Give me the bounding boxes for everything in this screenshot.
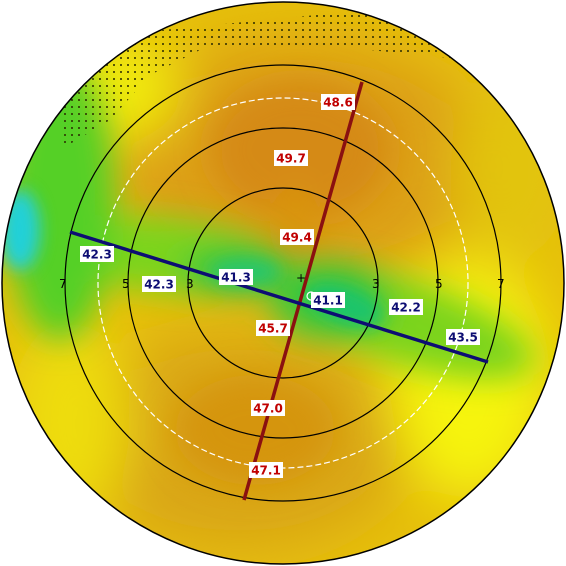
flat-meridian-line — [69, 230, 489, 364]
ring-5mm — [127, 127, 439, 439]
svg-text:47.0: 47.0 — [253, 402, 283, 416]
svg-text:41.1: 41.1 — [313, 294, 343, 308]
ring-label-7-right: 7 — [497, 277, 505, 291]
ring-label-7-left: 7 — [59, 277, 67, 291]
steep-label-mid-top: 49.7 — [274, 150, 308, 166]
flat-label-outer-left: 42.3 — [80, 246, 114, 262]
ring-7mm — [64, 64, 502, 502]
steep-label-inner-top: 49.4 — [280, 229, 314, 245]
svg-text:49.4: 49.4 — [282, 231, 312, 245]
flat-label-inner-right: 41.1 — [311, 292, 345, 308]
ring-label-3-right: 3 — [372, 277, 380, 291]
ring-3mm — [187, 187, 379, 379]
center-marker: + — [296, 271, 306, 285]
steep-label-mid-bottom: 47.0 — [251, 400, 285, 416]
svg-text:41.3: 41.3 — [221, 271, 251, 285]
ring-labels: 7 5 3 3 5 7 — [59, 277, 505, 291]
svg-text:49.7: 49.7 — [276, 152, 306, 166]
flat-label-mid-right: 42.2 — [389, 299, 423, 315]
flat-labels: 42.3 42.3 41.3 41.1 42.2 43.5 — [80, 246, 480, 345]
ring-label-5-left: 5 — [122, 277, 130, 291]
stipple-top — [60, 2, 470, 150]
svg-text:42.2: 42.2 — [391, 301, 421, 315]
ring-label-5-right: 5 — [435, 277, 443, 291]
svg-text:47.1: 47.1 — [251, 464, 281, 478]
ring-label-3-left: 3 — [186, 277, 194, 291]
steep-labels: 48.6 49.7 49.4 45.7 47.0 47.1 — [249, 94, 355, 478]
flat-label-outer-right: 43.5 — [446, 329, 480, 345]
svg-text:45.7: 45.7 — [258, 322, 288, 336]
svg-text:42.3: 42.3 — [144, 278, 174, 292]
flat-label-inner-left: 41.3 — [219, 269, 253, 285]
steep-meridian-line — [242, 81, 364, 501]
steep-label-outer-bottom: 47.1 — [249, 462, 283, 478]
flat-label-mid-left: 42.3 — [142, 276, 176, 292]
svg-text:48.6: 48.6 — [323, 96, 353, 110]
steep-label-outer-top: 48.6 — [321, 94, 355, 110]
steep-label-inner-bottom: 45.7 — [256, 320, 290, 336]
svg-text:43.5: 43.5 — [448, 331, 478, 345]
svg-text:42.3: 42.3 — [82, 248, 112, 262]
